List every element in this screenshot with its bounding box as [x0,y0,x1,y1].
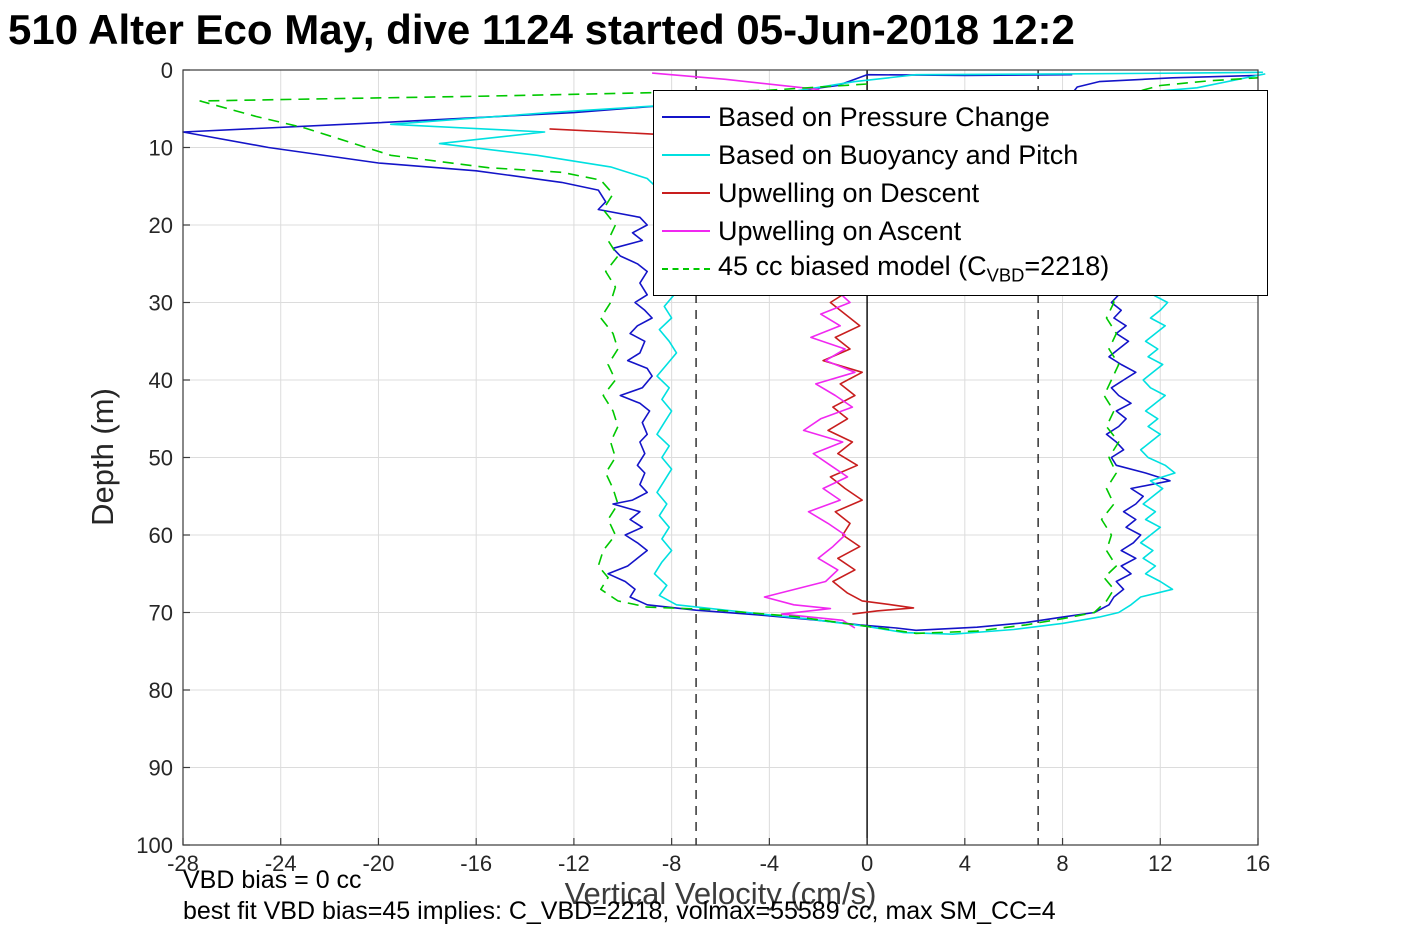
legend-label: Based on Buoyancy and Pitch [718,139,1079,170]
y-tick-label: 50 [149,446,173,471]
legend-item-upwelling-descent: Upwelling on Descent [654,174,1267,212]
x-tick-label: -8 [662,851,682,876]
legend-line-sample-cyan [654,154,718,156]
x-tick-label: -28 [167,851,199,876]
x-tick-label: 0 [861,851,873,876]
y-tick-label: 70 [149,601,173,626]
x-tick-label: -16 [460,851,492,876]
legend-item-biased-model: 45 cc biased model (CVBD=2218) [654,250,1267,288]
x-tick-label: 8 [1056,851,1068,876]
chart-title: 510 Alter Eco May, dive 1124 started 05-… [8,6,1075,53]
y-tick-label: 10 [149,136,173,161]
y-tick-label: 90 [149,756,173,781]
y-tick-label: 30 [149,291,173,316]
x-tick-label: -24 [265,851,297,876]
x-tick-label: 12 [1148,851,1172,876]
legend-line-sample-blue [654,116,718,118]
vbd-bias-annotation: VBD bias = 0 cc [183,866,362,894]
y-axis-label: Depth (m) [85,388,120,526]
legend-item-buoyancy-pitch: Based on Buoyancy and Pitch [654,136,1267,174]
legend-label: Based on Pressure Change [718,101,1050,132]
y-tick-label: 0 [161,58,173,83]
best-fit-annotation: best fit VBD bias=45 implies: C_VBD=2218… [183,897,1056,925]
series-line-biased_model [199,77,1259,635]
y-tick-label: 40 [149,368,173,393]
y-tick-label: 100 [136,833,173,858]
legend-label: 45 cc biased model (CVBD=2218) [718,251,1110,286]
x-tick-label: -4 [760,851,780,876]
legend-label: Upwelling on Ascent [718,215,962,246]
legend-item-upwelling-ascent: Upwelling on Ascent [654,212,1267,250]
x-tick-label: -20 [363,851,395,876]
x-tick-label: -12 [558,851,590,876]
legend-line-sample-red [654,192,718,194]
y-tick-label: 80 [149,678,173,703]
legend-label: Upwelling on Descent [718,177,980,208]
x-axis-label: Vertical Velocity (cm/s) [564,876,877,911]
legend-line-sample-green-dashed [654,268,718,270]
legend-line-sample-magenta [654,230,718,232]
y-tick-label: 60 [149,523,173,548]
legend: Based on Pressure Change Based on Buoyan… [653,90,1268,296]
x-tick-label: 4 [959,851,971,876]
legend-item-pressure-change: Based on Pressure Change [654,98,1267,136]
x-tick-label: 16 [1246,851,1270,876]
y-tick-label: 20 [149,213,173,238]
